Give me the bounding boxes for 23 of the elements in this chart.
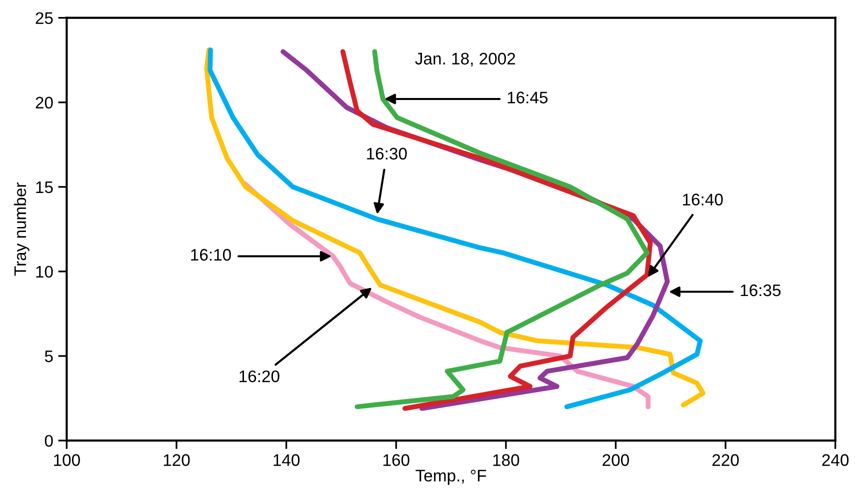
annotation: 16:20 (240, 370, 280, 382)
x-tick-label: 140 (274, 454, 300, 466)
annotation: 16:35 (740, 284, 781, 296)
y-tick-label: 10 (36, 266, 53, 278)
annotation: 16:40 (683, 194, 723, 206)
y-tick-label: 15 (36, 181, 53, 194)
x-tick-label: 240 (822, 454, 849, 466)
annotation: Jan. 18, 2002 (415, 52, 516, 67)
annotation: 16:45 (508, 92, 548, 104)
x-tick-label: 120 (164, 454, 190, 466)
x-tick-label: 200 (602, 454, 629, 466)
y-tick-label: 20 (36, 96, 53, 109)
annotation: 16:10 (191, 248, 231, 261)
y-tick-label: 25 (36, 12, 53, 24)
x-tick-label: 180 (493, 454, 520, 466)
x-tick-label: 100 (54, 454, 80, 466)
x-tick-label: 160 (383, 454, 410, 466)
x-axis-title: Temp., °F (416, 470, 486, 485)
y-tick-label: 5 (44, 350, 53, 362)
annotation: 16:30 (367, 148, 407, 160)
y-tick-label: 0 (44, 434, 53, 447)
y-axis-title: Tray number (14, 182, 30, 276)
x-tick-label: 220 (712, 454, 739, 466)
